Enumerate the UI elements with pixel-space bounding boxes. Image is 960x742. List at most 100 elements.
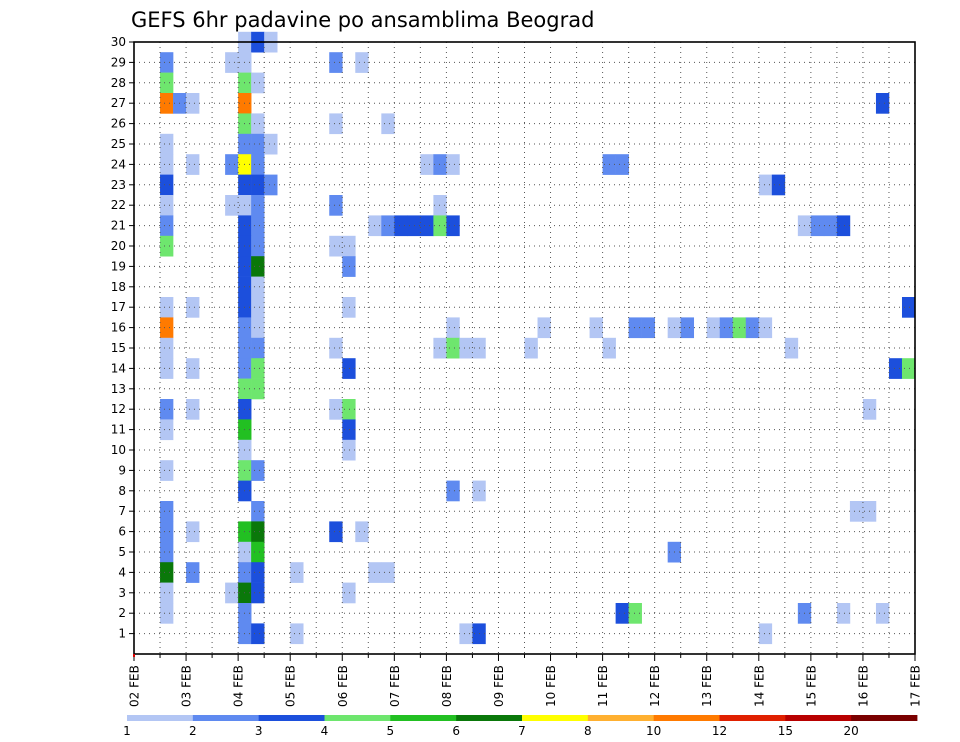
colorbar-segment	[851, 715, 918, 721]
heatmap-cell	[758, 623, 773, 645]
x-tick-label: 09 FEB	[492, 665, 506, 707]
heatmap-cell	[160, 154, 174, 175]
heatmap-cell	[329, 195, 343, 216]
colorbar-segment	[522, 715, 589, 721]
heatmap-cell	[264, 133, 278, 155]
heatmap-cell	[589, 317, 603, 339]
heatmap-cell	[186, 521, 200, 543]
heatmap-cell	[446, 337, 460, 359]
y-tick-label: 1	[118, 627, 126, 641]
heatmap-cell	[290, 623, 304, 645]
colorbar-tick-label: 2	[189, 724, 197, 738]
colorbar-segment	[587, 715, 655, 721]
heatmap-cell	[745, 317, 760, 339]
x-tick-label: 06 FEB	[336, 665, 350, 707]
heatmap-cell	[706, 317, 721, 339]
heatmap-cell	[836, 603, 851, 624]
heatmap-cell	[251, 256, 265, 277]
heatmap-cell	[342, 256, 356, 277]
heatmap-cell	[186, 93, 200, 114]
heatmap-cell	[160, 215, 174, 237]
y-tick-label: 21	[111, 219, 126, 233]
x-tick-label: 03 FEB	[180, 665, 194, 707]
heatmap-cell	[160, 521, 174, 543]
heatmap-cell	[446, 317, 460, 339]
heatmap-cell	[875, 603, 890, 624]
heatmap-cell	[433, 337, 447, 359]
heatmap-cell	[758, 174, 773, 196]
heatmap-cell	[264, 174, 278, 196]
heatmap-cell	[251, 113, 265, 135]
y-tick-label: 28	[111, 76, 126, 90]
heatmap-cell	[771, 174, 786, 196]
y-tick-label: 26	[111, 117, 126, 131]
heatmap-cell	[290, 562, 304, 583]
y-tick-label: 9	[118, 463, 126, 477]
x-tick-label: 02 FEB	[128, 665, 142, 707]
heatmap-cell	[381, 215, 395, 237]
heatmap-cell	[160, 582, 174, 604]
x-axis: 02 FEB 03 FEB 04 FEB 05 FEB 06 FEB 07 FEB 08 F…	[128, 654, 923, 707]
colorbar-segment	[192, 715, 260, 721]
heatmap-cell	[888, 358, 903, 379]
colorbar-tick-label: 3	[255, 724, 263, 738]
colorbar-tick-label: 8	[584, 724, 592, 738]
heatmap-cell	[251, 154, 265, 175]
heatmap-cell	[225, 52, 239, 73]
heatmap-cell	[160, 399, 174, 420]
heatmap-cell	[251, 317, 265, 339]
colorbar-segment	[127, 715, 194, 721]
heatmap-cell	[394, 215, 408, 237]
heatmap-cell	[420, 215, 434, 237]
heatmap-cell	[160, 72, 174, 94]
heatmap-cell	[329, 235, 343, 257]
heatmap-cell	[342, 235, 356, 257]
y-tick-label: 23	[111, 178, 126, 192]
colorbar-tick-label: 6	[452, 724, 460, 738]
heatmap-cell	[251, 195, 265, 216]
y-tick-label: 4	[118, 565, 126, 579]
heatmap-cell	[186, 154, 200, 175]
heatmap-cell	[342, 439, 356, 461]
heatmap-cell	[251, 215, 265, 237]
y-tick-label: 30	[111, 35, 126, 49]
y-tick-label: 8	[118, 484, 126, 498]
heatmap-cell	[342, 399, 356, 420]
heatmap-cell	[329, 399, 343, 420]
x-tick-label: 07 FEB	[388, 665, 402, 707]
heatmap-cell	[784, 337, 799, 359]
heatmap-cell	[186, 399, 200, 420]
heatmap-cell	[901, 297, 916, 318]
heatmap-cell	[342, 582, 356, 604]
heatmap-cell	[160, 541, 174, 563]
y-tick-label: 16	[111, 321, 126, 335]
heatmap-cell	[381, 113, 395, 135]
x-tick-label: 16 FEB	[856, 665, 870, 707]
heatmap-cell	[355, 52, 369, 73]
x-tick-label: 11 FEB	[596, 665, 610, 707]
heatmap-cell	[251, 623, 265, 645]
heatmap-cell	[433, 195, 447, 216]
heatmap-cell	[680, 317, 695, 339]
y-tick-label: 24	[111, 157, 126, 171]
grid-layer	[133, 41, 916, 654]
x-tick-label: 04 FEB	[232, 665, 246, 707]
y-tick-label: 2	[118, 606, 126, 620]
y-tick-label: 20	[111, 239, 126, 253]
heatmap-cell	[225, 195, 239, 216]
heatmap-cell	[160, 603, 174, 624]
heatmap-cell	[329, 113, 343, 135]
heatmap-cell	[446, 215, 460, 237]
heatmap-cell	[342, 297, 356, 318]
heatmap-cell	[342, 358, 356, 379]
y-tick-label: 22	[111, 198, 126, 212]
heatmap-cell	[381, 562, 395, 583]
colorbar-tick-label: 12	[712, 724, 727, 738]
x-tick-label: 17 FEB	[909, 665, 923, 707]
heatmap-cell	[901, 358, 916, 379]
heatmap-cell	[186, 562, 200, 583]
heatmap-cell	[251, 582, 265, 604]
y-tick-label: 11	[111, 423, 126, 437]
y-tick-label: 10	[111, 443, 126, 457]
heatmap-cell	[641, 317, 655, 339]
